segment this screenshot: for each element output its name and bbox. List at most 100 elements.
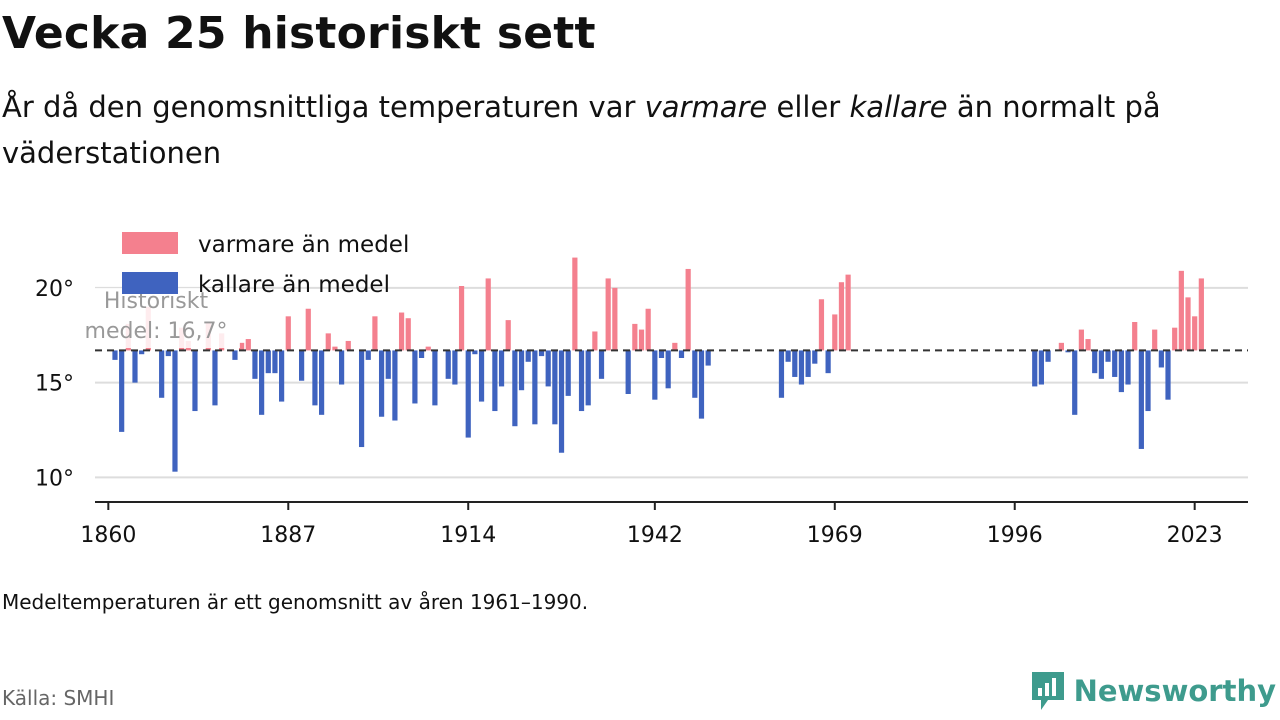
bar-cold [365, 350, 371, 360]
legend-label-cold: kallare än medel [198, 272, 390, 298]
x-axis: 1860 1887 1914 1942 1969 1996 2023 [80, 502, 1223, 548]
bar-cold [805, 350, 811, 377]
grid-lines [95, 286, 1248, 479]
bar-cold [538, 350, 545, 357]
bar-cold [392, 350, 398, 421]
bar-cold [578, 350, 585, 412]
bar-cold [1125, 350, 1131, 385]
bar-cold [1098, 350, 1104, 379]
bar-cold [192, 350, 198, 412]
x-tick-label: 1996 [987, 523, 1043, 548]
bar-cold [825, 350, 831, 374]
bar-cold [1138, 350, 1144, 449]
bar-warm [458, 286, 465, 351]
y-tick-label: 20° [35, 277, 74, 302]
bar-cold [139, 350, 145, 355]
legend-label-warm: varmare än medel [198, 232, 409, 258]
bar-cold [692, 350, 698, 398]
subtitle-part-2: eller [767, 90, 850, 124]
bar-cold [665, 350, 671, 389]
bar-cold [1112, 350, 1118, 377]
baseline-label-line-2: medel: 16,7° [85, 319, 228, 344]
bar-cold [212, 350, 218, 406]
bar-warm [1058, 342, 1064, 351]
bar-warm [245, 339, 251, 351]
temperature-bar-chart: Historiskt medel: 16,7° 10°15°20° 1860 18… [35, 232, 1248, 548]
bar-cold [232, 350, 238, 360]
brand-logo: Newsworthy [1030, 670, 1276, 712]
bar-cold [472, 350, 478, 355]
bar-cold [1032, 350, 1038, 387]
bar-warm [1178, 270, 1184, 351]
bar-cold [378, 350, 385, 417]
x-tick-label: 1969 [807, 523, 863, 548]
bar-cold [319, 350, 325, 415]
bar-cold [1038, 350, 1044, 385]
bar-warm [1198, 278, 1204, 351]
bar-cold [418, 350, 425, 358]
bar-cold [705, 350, 711, 366]
bar-cold [432, 350, 438, 406]
bar-cold [498, 350, 505, 387]
y-tick-label: 15° [35, 372, 74, 397]
bar-cold [159, 350, 165, 398]
subtitle-part-3: än normalt på väderstationen [2, 90, 1161, 170]
bar-cold [445, 350, 451, 379]
bar-warm [1172, 327, 1178, 351]
bar-cold [492, 350, 498, 412]
bar-warm [1085, 339, 1091, 351]
bar-cold [112, 350, 118, 360]
bar-warm [398, 312, 405, 351]
bar-cold [165, 350, 171, 357]
subtitle-part-1: År då den genomsnittliga temperaturen va… [2, 90, 645, 124]
bar-cold [525, 350, 531, 362]
bar-warm [605, 278, 611, 351]
bar-warm [1132, 322, 1138, 351]
bar-cold [598, 350, 605, 379]
bar-cold [585, 350, 591, 406]
bar-warm [818, 299, 825, 351]
baseline-label: Historiskt medel: 16,7° [70, 288, 240, 348]
bar-cold [358, 350, 365, 448]
subtitle-warm-word: varmare [644, 90, 768, 124]
bar-cold [452, 350, 458, 385]
bar-cold [299, 350, 305, 381]
bar-cold [1165, 350, 1171, 400]
bar-cold [798, 350, 805, 385]
bar-cold [792, 350, 798, 377]
bar-warm [1185, 297, 1191, 351]
x-tick-label: 1860 [80, 523, 136, 548]
y-tick-label: 10° [35, 466, 74, 491]
bar-cold [778, 350, 785, 398]
x-tick-label: 2023 [1167, 523, 1223, 548]
bar-warm [645, 308, 651, 351]
chart-title: Vecka 25 historiskt sett [2, 8, 596, 59]
bar-warm [425, 346, 431, 351]
bar-warm [345, 340, 351, 351]
bar-warm [332, 346, 338, 351]
bar-warm [832, 314, 838, 351]
legend: varmare än medel kallare än medel [122, 232, 409, 298]
bar-cold [652, 350, 658, 400]
bar-cold [698, 350, 705, 419]
bar-cold [172, 350, 178, 472]
bar-warm [1192, 316, 1198, 351]
bar-cold [478, 350, 485, 402]
bar-cold [512, 350, 518, 427]
x-tick-label: 1914 [440, 523, 496, 548]
bar-warm [405, 318, 411, 351]
bar-warm [838, 282, 845, 351]
bar-cold [625, 350, 631, 394]
bar-warm [592, 331, 598, 351]
bar-cold [412, 350, 418, 404]
bar-cold [252, 350, 258, 379]
bar-warm [572, 257, 578, 351]
bar-warm [612, 287, 618, 351]
bar-cold [565, 350, 571, 396]
bar-cold [552, 350, 558, 425]
bar-cold [259, 350, 265, 415]
bar-warm [239, 342, 245, 351]
bar-warm [638, 329, 645, 351]
bar-warm [505, 320, 511, 351]
bar-cold [1158, 350, 1164, 368]
